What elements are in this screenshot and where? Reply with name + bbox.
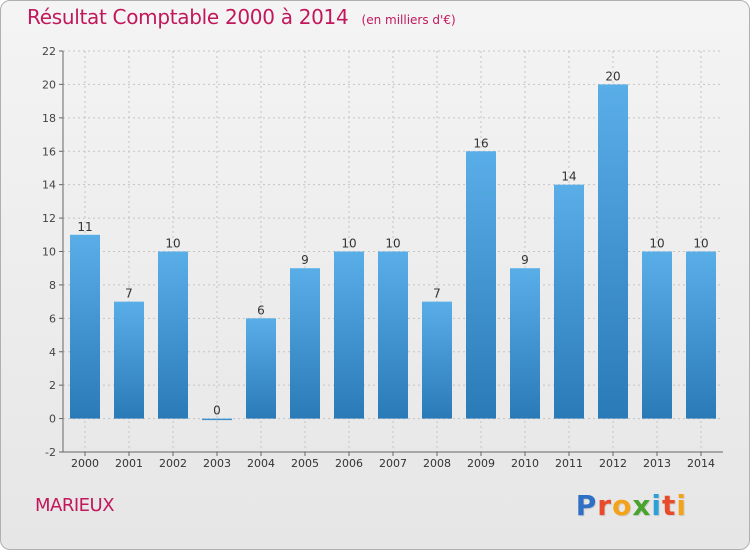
x-tick-label: 2008: [423, 457, 451, 470]
bar-2013: [642, 251, 672, 419]
chart-subtitle: (en milliers d'€): [361, 13, 456, 27]
y-tick-label: 14: [42, 179, 56, 192]
brand-letter: t: [662, 489, 677, 522]
value-label: 20: [605, 69, 620, 83]
x-tick-label: 2003: [203, 457, 231, 470]
bar-2008: [422, 301, 452, 419]
bar-2010: [510, 268, 540, 419]
x-tick-label: 2004: [247, 457, 275, 470]
title-row: Résultat Comptable 2000 à 2014 (en milli…: [27, 5, 456, 29]
bar-2005: [290, 268, 320, 419]
brand-letter: i: [676, 489, 687, 522]
x-tick-label: 2002: [159, 457, 187, 470]
bar-2012: [598, 84, 628, 419]
value-label: 10: [385, 237, 400, 251]
bar-2011: [554, 184, 584, 419]
x-tick-label: 2012: [599, 457, 627, 470]
brand-letter: x: [632, 489, 652, 522]
value-label: 6: [257, 303, 265, 317]
value-label: 10: [649, 237, 664, 251]
y-tick-label: 20: [42, 78, 56, 91]
y-tick-label: 0: [49, 413, 56, 426]
x-tick-label: 2007: [379, 457, 407, 470]
x-tick-label: 2010: [511, 457, 539, 470]
bar-2006: [334, 251, 364, 419]
value-label: 9: [301, 253, 309, 267]
y-tick-label: 10: [42, 246, 56, 259]
data-labels: 11 7 10 0 6 9 10 10 7 16 9 14 20 10 10: [77, 69, 708, 417]
brand-logo: Proxiti: [576, 489, 687, 522]
brand-letter: o: [612, 489, 633, 522]
bar-2000: [70, 234, 100, 419]
x-tick-label: 2000: [71, 457, 99, 470]
bar-2014: [686, 251, 716, 419]
bar-2004: [246, 318, 276, 419]
x-tick-label: 2006: [335, 457, 363, 470]
value-label: 0: [213, 404, 221, 418]
y-tick-label: 12: [42, 212, 56, 225]
y-tick-label: 8: [49, 279, 56, 292]
value-label: 10: [341, 237, 356, 251]
value-label: 16: [473, 136, 488, 150]
x-tick-label: 2013: [643, 457, 671, 470]
x-tick-label: 2009: [467, 457, 495, 470]
brand-letter: P: [575, 489, 598, 522]
y-tick-label: 16: [42, 145, 56, 158]
value-label: 11: [77, 220, 92, 234]
chart-title: Résultat Comptable 2000 à 2014: [27, 5, 349, 29]
brand-letter: i: [651, 489, 662, 522]
x-tick-label: 2011: [555, 457, 583, 470]
y-tick-label: 2: [49, 379, 56, 392]
value-label: 10: [165, 237, 180, 251]
bars: [70, 84, 716, 421]
y-tick-label: 4: [49, 346, 56, 359]
y-tick-label: 6: [49, 312, 56, 325]
value-label: 9: [521, 253, 529, 267]
commune-name: MARIEUX: [35, 495, 115, 516]
bar-2003: [202, 418, 232, 421]
value-label: 10: [693, 237, 708, 251]
x-tick-label: 2014: [687, 457, 715, 470]
x-tick-label: 2005: [291, 457, 319, 470]
value-label: 7: [125, 287, 133, 301]
y-tick-label: -2: [45, 446, 56, 459]
value-label: 14: [561, 170, 576, 184]
bar-2001: [114, 301, 144, 419]
x-tick-label: 2001: [115, 457, 143, 470]
bar-2009: [466, 151, 496, 419]
y-tick-label: 18: [42, 112, 56, 125]
brand-letter: r: [597, 489, 613, 522]
y-tick-label: 22: [42, 45, 56, 58]
value-label: 7: [433, 287, 441, 301]
bar-2002: [158, 251, 188, 419]
bar-2007: [378, 251, 408, 419]
